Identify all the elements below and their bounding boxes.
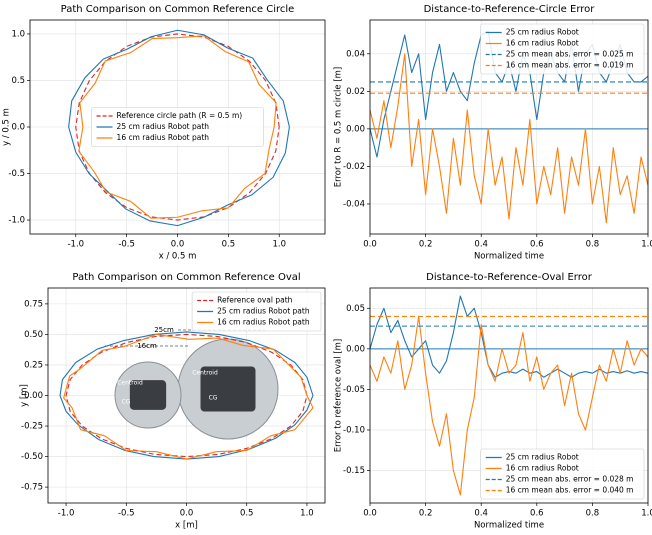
x-tick-label: 0.0 (171, 240, 185, 250)
y-tick-label: -0.04 (343, 199, 365, 209)
legend-label: 16 cm radius Robot path (117, 133, 210, 142)
robot-body (129, 380, 167, 410)
x-tick-label: 0.8 (586, 509, 600, 519)
legend-box (480, 23, 645, 75)
annotation: 16cm (137, 342, 157, 350)
x-tick-label: 0.0 (180, 509, 194, 519)
plot-area (370, 295, 648, 496)
y-tick-label: 0.05 (346, 304, 365, 314)
y-tick-label: -0.05 (343, 385, 365, 395)
legend-label: 25 cm radius Robot (506, 453, 579, 462)
annotation: CG (209, 395, 218, 402)
x-tick-label: 1.0 (300, 509, 314, 519)
chart-title: Path Comparison on Common Reference Oval (72, 272, 300, 283)
annotation: CG (122, 399, 131, 406)
y-axis-label: Error to reference oval [m] (334, 339, 344, 452)
x-axis-label: x [m] (175, 521, 198, 531)
y-tick-label: -0.25 (21, 422, 43, 432)
x-tick-label: -1.0 (58, 509, 75, 519)
legend-label: Reference oval path (217, 296, 293, 305)
legend-label: 25 cm radius Robot (506, 28, 579, 37)
y-tick-label: 0.75 (24, 299, 43, 309)
x-tick-label: 0.2 (419, 509, 433, 519)
series-line (370, 53, 648, 224)
plot-area (68, 29, 290, 227)
y-tick-label: 0.00 (346, 124, 365, 134)
y-tick-label: -0.5 (8, 169, 25, 179)
y-tick-label: -0.50 (21, 452, 43, 462)
legend-label: 25 cm mean abs. error = 0.028 m (506, 475, 634, 484)
axes-frame (369, 287, 649, 504)
x-tick-label: -0.5 (118, 509, 135, 519)
y-tick-label: 1.0 (11, 29, 25, 39)
legend-label: 16 cm radius Robot (506, 39, 579, 48)
x-axis-label: Normalized time (474, 252, 544, 262)
y-tick-label: 0.50 (24, 330, 43, 340)
legend-box (480, 448, 645, 500)
x-tick-label: 0.0 (363, 240, 377, 250)
y-tick-label: -0.10 (343, 425, 365, 435)
series-line (75, 33, 280, 221)
y-axis-label: y / 0.5 m (2, 108, 12, 146)
chart-title: Distance-to-Reference-Oval Error (426, 272, 593, 283)
legend-label: 25 cm radius Robot path (117, 122, 210, 131)
y-tick-label: 0.00 (24, 391, 43, 401)
x-tick-label: 0.0 (363, 509, 377, 519)
y-tick-label: 0.5 (11, 76, 25, 86)
legend-box (191, 291, 322, 332)
y-tick-label: -0.75 (21, 483, 43, 493)
chart-title: Distance-to-Reference-Circle Error (424, 4, 596, 15)
x-tick-label: 0.5 (240, 509, 254, 519)
y-tick-label: -0.15 (343, 466, 365, 476)
legend-label: 25 cm mean abs. error = 0.025 m (506, 50, 634, 59)
x-axis-label: Normalized time (474, 521, 544, 531)
x-tick-label: 0.4 (474, 240, 488, 250)
x-tick-label: 0.6 (530, 240, 544, 250)
x-tick-label: 0.2 (419, 240, 433, 250)
legend-label: 16 cm radius Robot path (217, 318, 310, 327)
x-tick-label: -1.0 (67, 240, 84, 250)
x-tick-label: 0.8 (586, 240, 600, 250)
y-axis-label: Error to R = 0.5 m circle [m] (334, 67, 344, 188)
series-line (63, 333, 314, 460)
series-line (78, 35, 277, 219)
x-tick-label: 0.4 (474, 509, 488, 519)
legend-label: Reference circle path (R = 0.5 m) (117, 111, 243, 120)
y-tick-label: 0.0 (11, 123, 25, 133)
legend-label: 25 cm radius Robot path (217, 307, 310, 316)
y-axis-label: y [m] (20, 384, 30, 407)
series-line (65, 333, 308, 458)
series-line (68, 29, 290, 227)
annotation: Centroid (192, 370, 218, 377)
y-tick-label: -1.0 (8, 216, 25, 226)
y-tick-label: 0.04 (346, 49, 365, 59)
y-tick-label: 0.25 (24, 360, 43, 370)
y-tick-label: -0.02 (343, 162, 365, 172)
legend-box (91, 107, 264, 147)
legend-label: 16 cm mean abs. error = 0.019 m (506, 61, 634, 70)
axes-frame (47, 287, 326, 504)
x-tick-label: 0.6 (530, 509, 544, 519)
axes-frame (29, 19, 326, 235)
robot-body (200, 366, 256, 412)
y-tick-label: 0.02 (346, 87, 365, 97)
axes-frame (369, 19, 649, 235)
x-tick-label: -0.5 (118, 240, 135, 250)
legend-label: 16 cm mean abs. error = 0.040 m (506, 486, 634, 495)
chart-title: Path Comparison on Common Reference Circ… (61, 4, 295, 15)
y-tick-label: 0.00 (346, 344, 365, 354)
x-tick-label: 0.5 (222, 240, 236, 250)
x-axis-label: x / 0.5 m (159, 252, 197, 262)
x-tick-label: 1.0 (272, 240, 286, 250)
legend-label: 16 cm radius Robot (506, 464, 579, 473)
annotation: Centroid (117, 380, 143, 387)
x-tick-label: 1.0 (641, 240, 652, 250)
series-line (370, 315, 648, 496)
x-tick-label: 1.0 (641, 509, 652, 519)
plot-area: 16cm 25cm Centroid CG Centroid CG (59, 326, 314, 460)
annotation: 25cm (154, 326, 174, 334)
